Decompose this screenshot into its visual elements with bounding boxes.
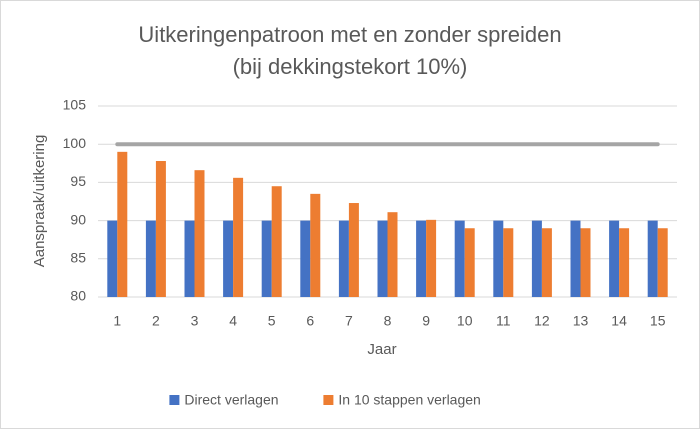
x-tick-label: 4	[229, 313, 237, 329]
bar	[387, 212, 398, 297]
legend-swatch	[169, 395, 180, 405]
bar	[223, 220, 234, 297]
x-tick-label: 11	[496, 313, 511, 329]
bar	[493, 220, 504, 297]
bar	[145, 220, 156, 297]
chart-subtitle: (bij dekkingstekort 10%)	[233, 54, 468, 79]
bar	[580, 228, 591, 297]
bar	[619, 228, 630, 297]
y-tick-label: 105	[63, 97, 87, 113]
chart-title: Uitkeringenpatroon met en zonder spreide…	[138, 22, 561, 47]
x-tick-label: 5	[268, 313, 276, 329]
x-tick-label: 2	[152, 313, 160, 329]
x-tick-label: 10	[457, 313, 473, 329]
bar	[570, 220, 581, 297]
bar	[647, 220, 658, 297]
x-tick-label: 1	[113, 313, 121, 329]
bar	[117, 151, 128, 297]
x-tick-label: 6	[306, 313, 314, 329]
bar	[155, 161, 166, 297]
legend-swatch	[323, 395, 334, 405]
bar	[416, 220, 427, 297]
bar	[184, 220, 195, 297]
x-tick-label: 9	[422, 313, 430, 329]
y-tick-label: 100	[63, 135, 87, 151]
bar	[377, 220, 388, 297]
bar	[426, 219, 437, 297]
bar	[300, 220, 311, 297]
bar	[338, 220, 349, 297]
x-tick-label: 12	[534, 313, 550, 329]
bar	[194, 170, 205, 297]
x-tick-label: 15	[650, 313, 666, 329]
x-tick-label: 3	[191, 313, 199, 329]
bar	[348, 203, 359, 297]
bar	[541, 228, 552, 297]
legend-label: Direct verlagen	[184, 392, 278, 408]
y-tick-label: 90	[70, 211, 86, 227]
bar	[271, 186, 282, 297]
x-tick-label: 8	[384, 313, 392, 329]
bar	[454, 220, 465, 297]
x-axis-title: Jaar	[367, 341, 396, 358]
y-tick-label: 85	[70, 250, 86, 266]
bar	[107, 220, 118, 297]
bar	[657, 228, 668, 297]
x-tick-label: 13	[573, 313, 589, 329]
bar	[609, 220, 620, 297]
bar	[503, 228, 514, 297]
y-tick-label: 95	[70, 173, 86, 189]
bar	[310, 193, 321, 297]
bar	[233, 177, 244, 297]
x-tick-label: 7	[345, 313, 353, 329]
bar	[531, 220, 542, 297]
bar	[464, 228, 475, 297]
legend-label: In 10 stappen verlagen	[338, 392, 480, 408]
y-tick-label: 80	[70, 288, 86, 304]
x-tick-label: 14	[611, 313, 627, 329]
y-axis-title: Aanspraak/uitkering	[31, 135, 48, 268]
bar	[261, 220, 272, 297]
